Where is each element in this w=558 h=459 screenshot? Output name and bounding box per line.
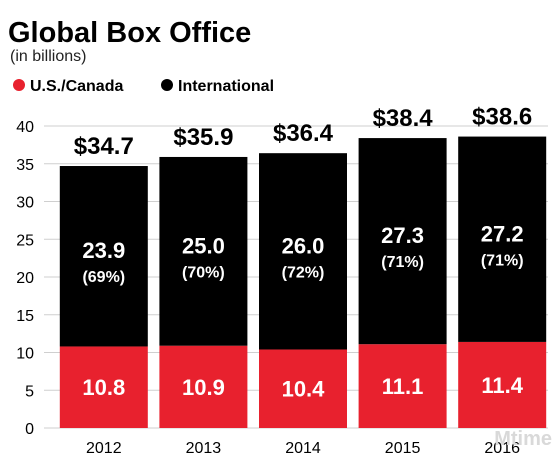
legend-swatch-us-canada	[13, 79, 25, 91]
y-tick-label: 25	[16, 232, 34, 249]
bar-us-canada	[259, 349, 347, 428]
x-axis: 2012 2013 2014 2015 2016	[86, 440, 520, 457]
legend-label-us-canada: U.S./Canada	[30, 78, 123, 95]
y-tick-label: 35	[16, 157, 34, 174]
data-label-international: 23.9	[82, 238, 125, 263]
data-label-international-share: (72%)	[282, 264, 325, 281]
data-label-us-canada: 10.4	[282, 377, 326, 402]
y-tick-label: 10	[16, 346, 34, 363]
legend-label-international: International	[178, 78, 274, 95]
y-tick-label: 0	[25, 421, 34, 438]
x-tick-label: 2012	[86, 440, 122, 457]
watermark-logo: Mtime	[494, 428, 552, 450]
data-label-international: 27.3	[381, 223, 424, 248]
bar-us-canada	[358, 344, 447, 428]
legend-swatch-international	[161, 79, 173, 91]
data-label-international-share: (70%)	[182, 264, 225, 281]
legend: U.S./Canada International	[13, 78, 274, 95]
bar-international	[59, 166, 148, 347]
data-label-international: 25.0	[182, 233, 225, 258]
bar-us-canada	[159, 345, 248, 428]
data-label-us-canada: 11.1	[382, 374, 424, 399]
data-label-international-share: (71%)	[381, 254, 424, 271]
bar-us-canada	[59, 346, 148, 428]
x-tick-label: 2014	[285, 440, 321, 457]
y-tick-label: 40	[16, 119, 34, 136]
y-tick-label: 15	[16, 308, 34, 325]
chart-subtitle: (in billions)	[10, 48, 86, 65]
data-label-international: 27.2	[481, 221, 524, 246]
bar-us-canada	[458, 341, 547, 428]
data-label-us-canada: 10.9	[182, 375, 225, 400]
data-label-total: $38.4	[373, 105, 434, 132]
bar-international	[159, 156, 248, 346]
bars: 10.8 23.9 (69%) $34.7 10.9 25.0 (70%) $35.9 10.4…	[59, 104, 547, 428]
y-axis: 0 5 10 15 20 25 30 35 40	[16, 119, 34, 438]
data-label-international: 26.0	[282, 233, 325, 258]
bar-international	[259, 153, 347, 350]
bar-international	[358, 138, 447, 345]
y-tick-label: 5	[25, 383, 34, 400]
data-label-total: $34.7	[74, 133, 134, 160]
data-label-total: $38.6	[472, 104, 532, 131]
data-label-us-canada: 11.4	[481, 373, 523, 398]
x-tick-label: 2016	[484, 440, 520, 457]
data-label-total: $36.4	[273, 120, 334, 147]
y-tick-label: 30	[16, 195, 34, 212]
bar-international	[458, 136, 547, 342]
y-tick-label: 20	[16, 270, 34, 287]
data-label-international-share: (71%)	[481, 252, 524, 269]
data-label-international-share: (69%)	[82, 269, 125, 286]
data-label-total: $35.9	[173, 124, 233, 151]
data-label-us-canada: 10.8	[82, 375, 125, 400]
x-tick-label: 2015	[385, 440, 421, 457]
chart-title: Global Box Office	[8, 17, 251, 49]
x-tick-label: 2013	[186, 440, 222, 457]
